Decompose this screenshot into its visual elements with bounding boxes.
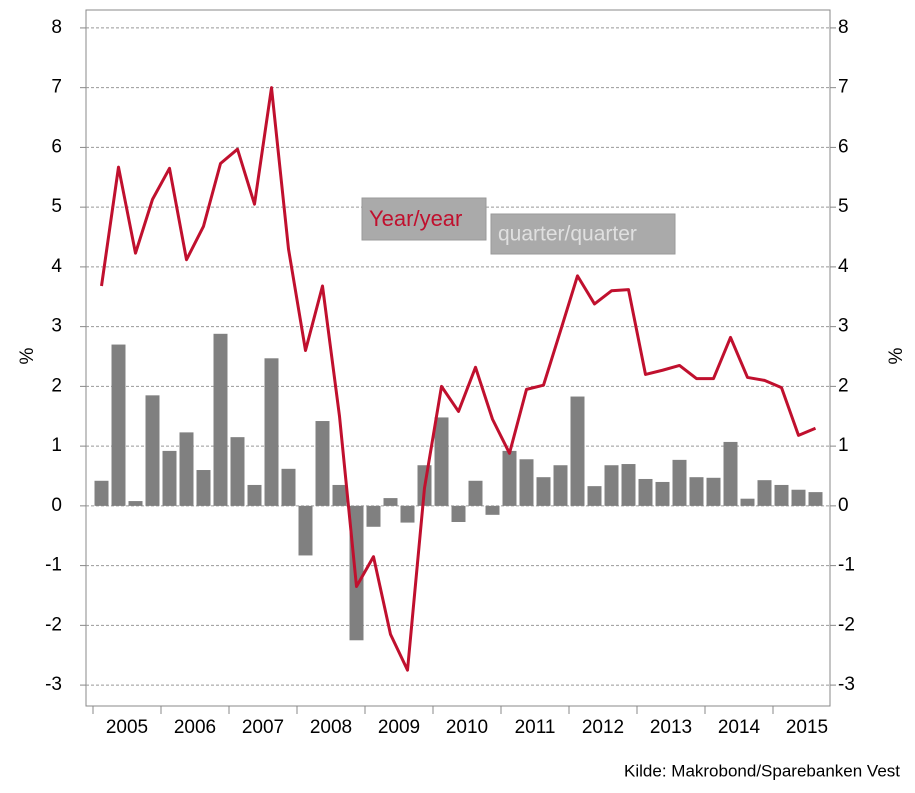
x-tick-label: 2008 [310, 717, 352, 738]
bar [706, 477, 721, 506]
y-tick-label: 5 [51, 196, 62, 217]
bar [655, 481, 670, 506]
bar [451, 505, 466, 522]
y-axis-label: % [17, 347, 38, 364]
bar [740, 498, 755, 506]
bar [366, 505, 381, 527]
bar [281, 468, 296, 506]
y2-tick-label: 4 [838, 256, 849, 277]
y-tick-label: 1 [51, 435, 62, 456]
bar [638, 478, 653, 506]
bar [434, 417, 449, 506]
bar [570, 396, 585, 506]
bar [757, 480, 772, 506]
legend-label: quarter/quarter [498, 223, 637, 246]
bar [536, 477, 551, 506]
bar [400, 505, 415, 523]
x-tick-label: 2014 [718, 717, 761, 738]
y2-tick-label: 0 [838, 495, 849, 516]
bar [553, 465, 568, 506]
x-tick-label: 2015 [786, 717, 828, 738]
y2-tick-label: -3 [838, 674, 855, 695]
bar [128, 501, 143, 506]
y2-tick-label: 8 [838, 17, 849, 38]
bar [179, 432, 194, 506]
bar [689, 477, 704, 506]
y2-tick-label: 5 [838, 196, 849, 217]
legend-label: Year/year [369, 206, 462, 231]
x-tick-label: 2006 [174, 717, 216, 738]
y-tick-label: -2 [45, 614, 62, 635]
legend-box [490, 213, 676, 255]
x-tick-label: 2009 [378, 717, 420, 738]
y-tick-label: 2 [51, 375, 62, 396]
bar [383, 498, 398, 506]
bar [230, 437, 245, 506]
bar [604, 465, 619, 506]
bar [111, 344, 126, 506]
y-tick-label: 6 [51, 136, 62, 157]
bar [145, 395, 160, 506]
y-tick-label: -3 [45, 674, 62, 695]
y2-tick-label: -2 [838, 614, 855, 635]
x-tick-label: 2010 [446, 717, 488, 738]
y2-tick-label: 2 [838, 375, 849, 396]
y2-tick-label: 6 [838, 136, 849, 157]
source: Kilde: Makrobond/Sparebanken Vest [624, 761, 900, 780]
x-tick-label: 2005 [106, 717, 148, 738]
bar [502, 450, 517, 506]
bar [791, 489, 806, 506]
bar [94, 480, 109, 506]
x-tick-label: 2011 [515, 717, 556, 738]
y-tick-label: 0 [51, 495, 62, 516]
bar [485, 505, 500, 515]
bar [468, 480, 483, 506]
x-tick-label: 2012 [582, 717, 624, 738]
x-tick-label: 2007 [242, 717, 284, 738]
plot-frame [85, 9, 831, 707]
bar [247, 484, 262, 506]
y-tick-label: 3 [51, 316, 62, 337]
bar [332, 484, 347, 506]
line [100, 86, 817, 672]
y2-tick-label: -1 [838, 555, 855, 576]
bar [774, 484, 789, 506]
bar [315, 421, 330, 506]
bar [672, 459, 687, 506]
bar [723, 441, 738, 506]
bar [162, 450, 177, 506]
bar [587, 486, 602, 506]
bar [621, 464, 636, 506]
bar [213, 333, 228, 506]
legend-box [361, 197, 487, 241]
y-tick-label: 4 [51, 256, 62, 277]
bar [196, 470, 211, 506]
bar [264, 358, 279, 506]
y-tick-label: -1 [45, 555, 62, 576]
bar [298, 505, 313, 556]
y-tick-label: 8 [51, 17, 62, 38]
y2-axis-label: % [886, 347, 907, 364]
bar [519, 459, 534, 506]
bar [808, 492, 823, 506]
y2-tick-label: 1 [838, 435, 849, 456]
y2-tick-label: 3 [838, 316, 849, 337]
x-tick-label: 2013 [650, 717, 692, 738]
y-tick-label: 7 [51, 77, 62, 98]
y2-tick-label: 7 [838, 77, 849, 98]
